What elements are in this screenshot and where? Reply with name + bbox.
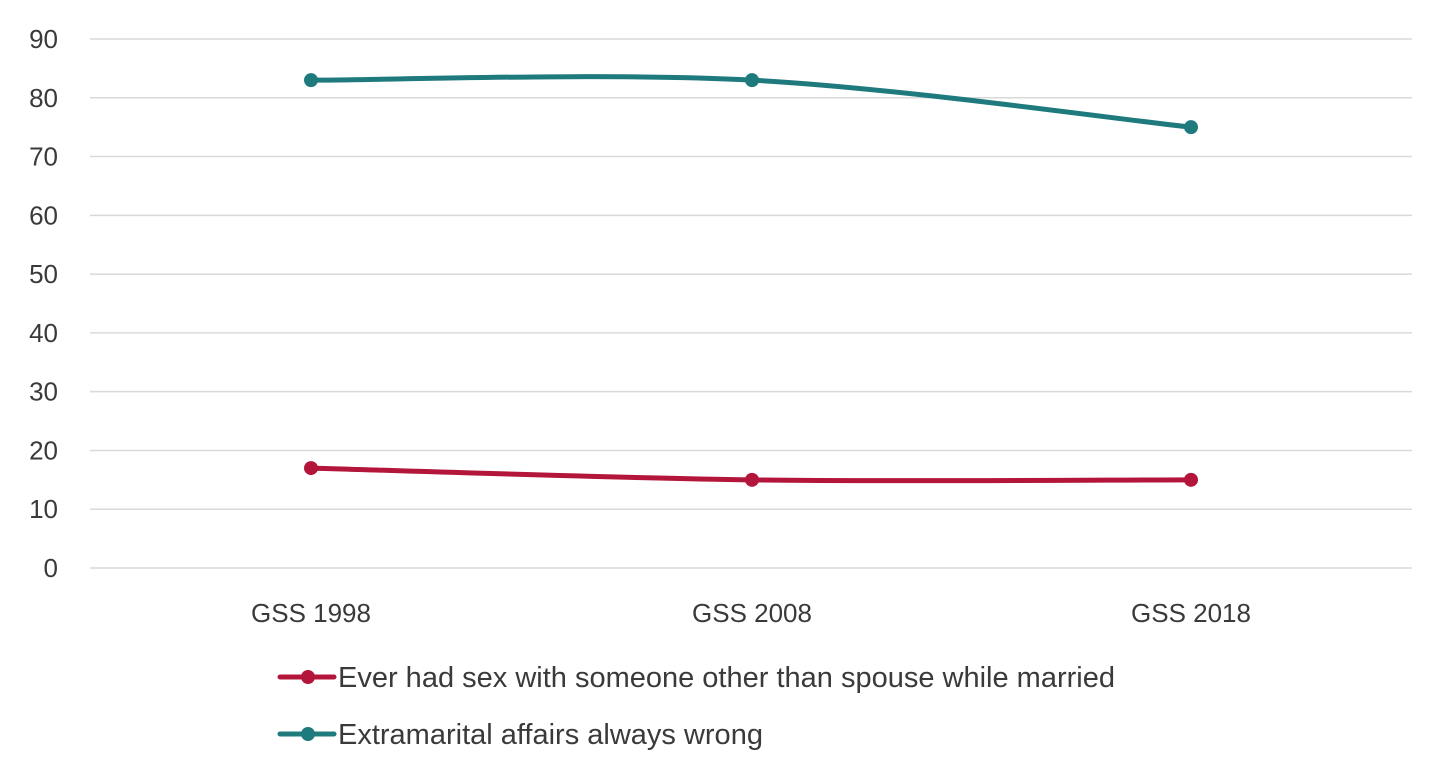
data-point xyxy=(1184,472,1198,487)
y-tick-label: 0 xyxy=(44,553,58,583)
y-tick-label: 30 xyxy=(29,377,58,407)
data-point xyxy=(304,73,318,88)
legend-item: Ever had sex with someone other than spo… xyxy=(277,662,1115,694)
legend-marker xyxy=(301,727,315,741)
y-tick-label: 60 xyxy=(29,200,58,230)
series-0 xyxy=(304,461,1198,487)
gridlines xyxy=(90,38,1412,569)
y-tick-label: 20 xyxy=(29,435,58,465)
legend-label: Extramarital affairs always wrong xyxy=(338,719,763,751)
y-tick-label: 80 xyxy=(29,83,58,113)
series-lines xyxy=(304,73,1198,487)
y-tick-label: 90 xyxy=(29,24,58,54)
legend-item: Extramarital affairs always wrong xyxy=(277,719,763,751)
legend: Ever had sex with someone other than spo… xyxy=(277,662,1115,751)
y-tick-label: 70 xyxy=(29,142,58,172)
x-axis-ticks: GSS 1998 GSS 2008 GSS 2018 xyxy=(251,598,1251,628)
data-point xyxy=(745,73,759,88)
legend-label: Ever had sex with someone other than spo… xyxy=(338,662,1115,694)
y-axis-ticks: 0 10 20 30 40 50 60 70 80 90 xyxy=(29,24,58,583)
x-tick-label: GSS 2018 xyxy=(1131,598,1251,628)
data-point xyxy=(1184,120,1198,135)
data-point xyxy=(745,472,759,487)
data-point xyxy=(304,461,318,476)
y-tick-label: 10 xyxy=(29,494,58,524)
legend-marker xyxy=(301,670,315,684)
x-tick-label: GSS 2008 xyxy=(692,598,812,628)
y-tick-label: 40 xyxy=(29,318,58,348)
x-tick-label: GSS 1998 xyxy=(251,598,371,628)
series-1 xyxy=(304,73,1198,135)
y-tick-label: 50 xyxy=(29,259,58,289)
